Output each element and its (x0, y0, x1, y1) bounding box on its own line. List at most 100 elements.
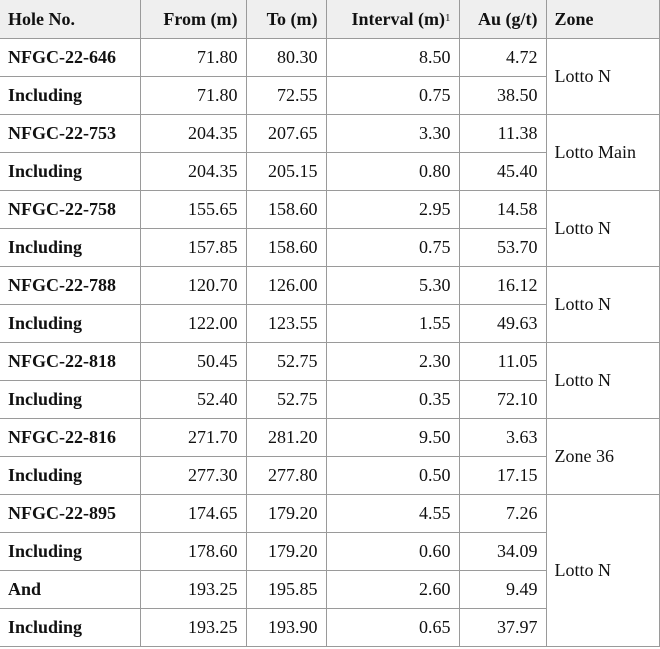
footnote-marker: 1 (445, 11, 451, 24)
header-to: To (m) (245, 0, 327, 39)
cell-interval: 2.60 (325, 570, 460, 609)
cell-zone: Lotto N (545, 266, 660, 343)
cell-from: 120.70 (139, 266, 247, 305)
cell-interval: 0.60 (325, 532, 460, 571)
cell-interval: 2.95 (325, 190, 460, 229)
table-row: Including 178.60 179.20 0.60 34.09 (0, 532, 659, 571)
cell-hole: And (0, 570, 141, 609)
table-row: NFGC-22-758 155.65 158.60 2.95 14.58 Lotto N (0, 190, 660, 267)
header-au: Au (g/t) (458, 0, 547, 39)
cell-from: 52.40 (139, 380, 247, 419)
cell-hole: NFGC-22-818 (0, 342, 141, 381)
cell-au: 3.63 (458, 418, 547, 457)
cell-hole: NFGC-22-758 (0, 190, 141, 229)
table-row: NFGC-22-895 174.65 179.20 4.55 7.26 Lotto N (0, 494, 660, 647)
cell-to: 195.85 (245, 570, 327, 609)
cell-from: 204.35 (139, 152, 247, 191)
cell-zone: Lotto N (545, 494, 660, 647)
cell-au: 4.72 (458, 38, 547, 77)
cell-au: 7.26 (458, 494, 547, 533)
cell-from: 71.80 (139, 76, 247, 115)
header-interval: Interval (m)1 (325, 0, 460, 39)
cell-to: 277.80 (245, 456, 327, 495)
cell-to: 80.30 (245, 38, 327, 77)
header-interval-label: Interval (m) (351, 8, 445, 29)
cell-interval: 1.55 (325, 304, 460, 343)
cell-hole: Including (0, 532, 141, 571)
header-zone: Zone (545, 0, 660, 39)
cell-au: 11.05 (458, 342, 547, 381)
cell-interval: 0.35 (325, 380, 460, 419)
table-row: NFGC-22-753 204.35 207.65 3.30 11.38 Lotto Ma… (0, 114, 660, 191)
cell-au: 14.58 (458, 190, 547, 229)
table-row: Including 204.35 205.15 0.80 45.40 (0, 152, 659, 191)
cell-interval: 2.30 (325, 342, 460, 381)
table-row: NFGC-22-818 50.45 52.75 2.30 11.05 Lotto N (0, 342, 660, 419)
cell-au: 34.09 (458, 532, 547, 571)
cell-hole: NFGC-22-895 (0, 494, 141, 533)
cell-zone: Lotto Main (545, 114, 660, 191)
cell-hole: NFGC-22-753 (0, 114, 141, 153)
cell-hole: Including (0, 76, 141, 115)
cell-to: 72.55 (245, 76, 327, 115)
cell-hole: Including (0, 304, 141, 343)
cell-interval: 4.55 (325, 494, 460, 533)
cell-from: 155.65 (139, 190, 247, 229)
cell-au: 37.97 (458, 608, 547, 647)
cell-from: 193.25 (139, 570, 247, 609)
cell-hole: Including (0, 380, 141, 419)
cell-zone: Lotto N (545, 190, 660, 267)
cell-au: 53.70 (458, 228, 547, 267)
cell-to: 179.20 (245, 494, 327, 533)
cell-au: 72.10 (458, 380, 547, 419)
cell-to: 205.15 (245, 152, 327, 191)
cell-from: 178.60 (139, 532, 247, 571)
cell-to: 52.75 (245, 380, 327, 419)
cell-from: 122.00 (139, 304, 247, 343)
cell-from: 193.25 (139, 608, 247, 647)
cell-hole: Including (0, 608, 141, 647)
cell-interval: 5.30 (325, 266, 460, 305)
cell-interval: 0.50 (325, 456, 460, 495)
header-row: Hole No. From (m) To (m) Interval (m)1 A… (0, 0, 660, 39)
cell-to: 158.60 (245, 190, 327, 229)
cell-au: 16.12 (458, 266, 547, 305)
cell-au: 38.50 (458, 76, 547, 115)
cell-interval: 8.50 (325, 38, 460, 77)
cell-zone: Zone 36 (545, 418, 660, 495)
cell-to: 52.75 (245, 342, 327, 381)
cell-hole: NFGC-22-646 (0, 38, 141, 77)
cell-from: 71.80 (139, 38, 247, 77)
header-hole: Hole No. (0, 0, 141, 39)
cell-to: 207.65 (245, 114, 327, 153)
cell-au: 9.49 (458, 570, 547, 609)
cell-to: 179.20 (245, 532, 327, 571)
table-row: NFGC-22-788 120.70 126.00 5.30 16.12 Lotto N (0, 266, 660, 343)
cell-interval: 0.75 (325, 228, 460, 267)
cell-to: 281.20 (245, 418, 327, 457)
cell-from: 157.85 (139, 228, 247, 267)
cell-hole: Including (0, 456, 141, 495)
cell-au: 11.38 (458, 114, 547, 153)
cell-from: 50.45 (139, 342, 247, 381)
cell-interval: 9.50 (325, 418, 460, 457)
table-row: Including 122.00 123.55 1.55 49.63 (0, 304, 659, 343)
cell-to: 158.60 (245, 228, 327, 267)
cell-au: 49.63 (458, 304, 547, 343)
cell-from: 204.35 (139, 114, 247, 153)
cell-to: 123.55 (245, 304, 327, 343)
cell-zone: Lotto N (545, 38, 660, 115)
cell-to: 126.00 (245, 266, 327, 305)
table-row: Including 277.30 277.80 0.50 17.15 (0, 456, 659, 495)
cell-interval: 0.75 (325, 76, 460, 115)
cell-au: 45.40 (458, 152, 547, 191)
cell-hole: Including (0, 228, 141, 267)
cell-to: 193.90 (245, 608, 327, 647)
cell-from: 277.30 (139, 456, 247, 495)
table-row: NFGC-22-646 71.80 80.30 8.50 4.72 Lotto N (0, 38, 660, 115)
header-from: From (m) (139, 0, 247, 39)
cell-interval: 3.30 (325, 114, 460, 153)
cell-au: 17.15 (458, 456, 547, 495)
cell-interval: 0.80 (325, 152, 460, 191)
